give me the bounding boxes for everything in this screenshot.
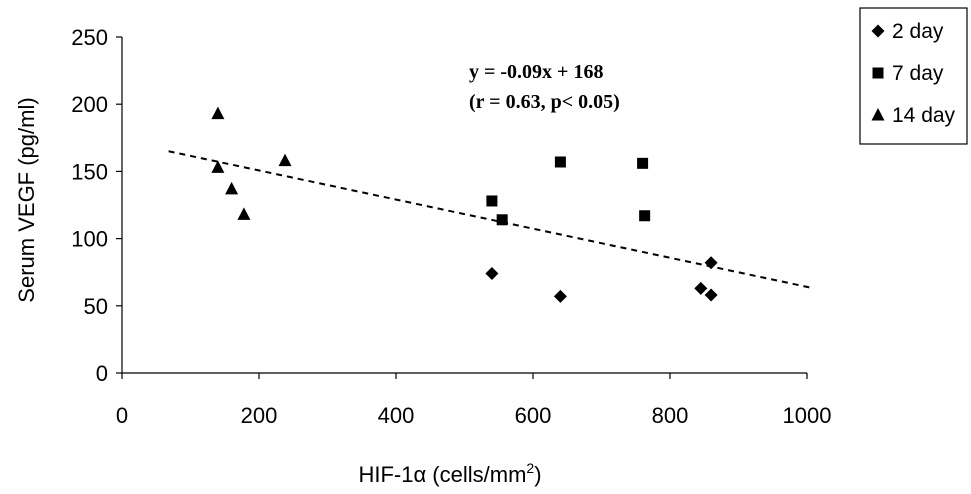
legend: 2 day 7 day 14 day — [859, 7, 968, 145]
y-tick-label: 200 — [71, 92, 108, 117]
x-tick-label: 0 — [116, 403, 128, 428]
data-point-diamond — [553, 289, 567, 303]
x-tick-label: 200 — [241, 403, 278, 428]
legend-marker-square — [872, 67, 884, 79]
data-point-diamond — [704, 288, 718, 302]
data-point-triangle — [278, 153, 292, 167]
x-axis-title: HIF-1α (cells/mm2) — [358, 460, 541, 487]
x-tick-label: 800 — [652, 403, 689, 428]
x-tick-label: 1000 — [783, 403, 832, 428]
legend-marker-triangle — [871, 108, 885, 121]
data-point-diamond — [694, 281, 708, 295]
x-axis: 0 200 400 600 800 1000 — [116, 372, 832, 428]
y-axis-title: Serum VEGF (pg/ml) — [14, 97, 39, 302]
data-point-triangle — [237, 207, 251, 220]
data-point-triangle — [211, 106, 225, 120]
y-tick-label: 0 — [96, 361, 108, 386]
y-tick-label: 100 — [71, 227, 108, 252]
stats-label: (r = 0.63, p< 0.05) — [469, 91, 620, 113]
y-tick-label: 50 — [84, 294, 108, 319]
legend-label: 7 day — [892, 62, 944, 85]
legend-label: 14 day — [892, 104, 956, 127]
data-point-diamond — [485, 267, 499, 281]
data-point-square — [554, 156, 566, 168]
data-point-square — [496, 214, 508, 226]
data-point-triangle — [225, 181, 239, 195]
legend-marker-diamond — [871, 24, 885, 38]
data-point-triangle — [211, 160, 225, 173]
y-axis: 0 50 100 150 200 250 — [71, 25, 123, 386]
legend-label: 2 day — [892, 20, 944, 43]
y-tick-label: 250 — [71, 25, 108, 50]
data-point-square — [637, 157, 649, 169]
data-point-square — [486, 195, 498, 207]
x-tick-label: 600 — [515, 403, 552, 428]
data-point-square — [639, 210, 651, 222]
y-tick-label: 150 — [71, 159, 108, 184]
data-points — [211, 106, 718, 303]
data-point-diamond — [704, 256, 718, 270]
x-tick-label: 400 — [378, 403, 415, 428]
equation-label: y = -0.09x + 168 — [469, 61, 603, 83]
